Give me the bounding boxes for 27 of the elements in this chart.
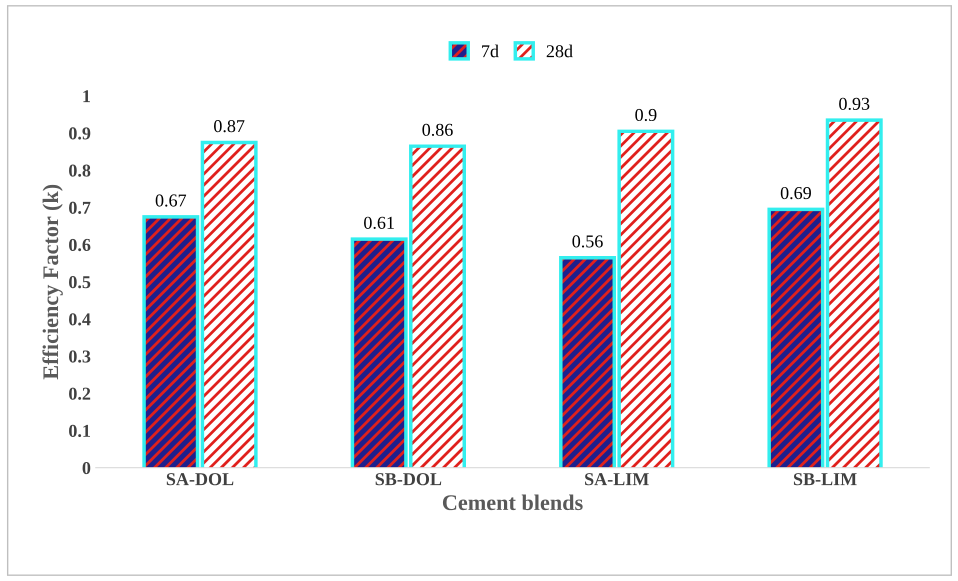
- y-tick-label: 0.4: [69, 313, 91, 326]
- legend-label: 7d: [482, 44, 499, 58]
- y-tick-label: 0.5: [69, 276, 90, 288]
- y-tick-label: 0.6: [69, 238, 90, 252]
- data-label: 0.86: [422, 124, 453, 136]
- x-tick-label: SA-LIM: [585, 473, 649, 486]
- x-tick-label: SB-LIM: [794, 473, 857, 486]
- data-label: 0.9: [635, 108, 656, 122]
- y-tick-label: 0.1: [69, 424, 90, 438]
- data-label: 0.93: [839, 98, 870, 110]
- data-label: 0.87: [214, 120, 244, 132]
- y-tick-label: 0.8: [69, 164, 90, 177]
- legend-label: 28d: [546, 44, 573, 58]
- y-tick-label: 0.3: [69, 350, 90, 363]
- x-tick-label: SA-DOL: [166, 473, 234, 486]
- data-label: 0.56: [572, 235, 603, 248]
- y-tick-label: 1: [83, 90, 90, 102]
- x-axis-title: Cement blends: [442, 494, 583, 510]
- y-tick-label: 0.9: [69, 127, 90, 140]
- y-tick-label: 0: [82, 462, 90, 474]
- y-axis-title: Efficiency Factor (k): [42, 184, 63, 380]
- data-label: 0.69: [780, 186, 811, 200]
- x-tick-label: SB-DOL: [376, 473, 442, 486]
- y-tick-label: 0.2: [69, 388, 90, 400]
- y-tick-label: 0.7: [69, 202, 90, 214]
- data-label: 0.61: [364, 216, 394, 229]
- data-label: 0.67: [156, 194, 186, 207]
